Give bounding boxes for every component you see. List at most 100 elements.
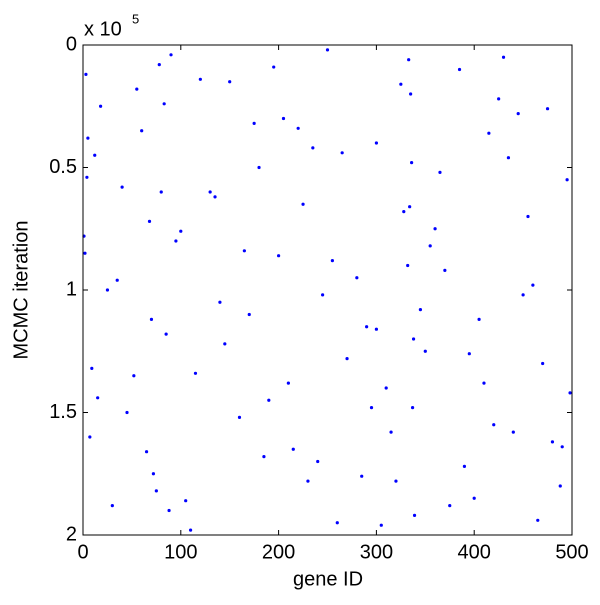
point [568, 391, 572, 395]
point [125, 410, 129, 415]
point [448, 504, 452, 508]
point [213, 195, 217, 199]
point [147, 219, 152, 223]
point [410, 406, 415, 410]
point [296, 126, 300, 130]
y-tick-label: 1 [66, 278, 77, 300]
point [311, 146, 315, 150]
point [193, 371, 198, 375]
x-tick-label: 100 [164, 541, 197, 563]
point [482, 381, 486, 385]
point [132, 374, 136, 378]
point [406, 263, 410, 268]
x-tick-label: 300 [360, 541, 393, 563]
point [340, 151, 344, 155]
point [144, 450, 149, 454]
point [487, 131, 491, 135]
point [399, 82, 403, 86]
point [84, 72, 88, 76]
point [472, 496, 476, 500]
point [86, 136, 90, 140]
point [262, 455, 266, 459]
point [402, 210, 406, 214]
point [531, 283, 535, 287]
point [433, 227, 437, 231]
point [162, 102, 166, 106]
y-tick-label: 0 [66, 33, 77, 55]
point [159, 190, 163, 194]
point [169, 53, 173, 57]
point [257, 165, 261, 170]
point [267, 398, 271, 402]
x-tick-label: 500 [555, 541, 588, 563]
x-tick-label: 0 [77, 541, 88, 563]
x-tick-label: 200 [262, 541, 295, 563]
point [188, 528, 193, 532]
point [85, 175, 89, 179]
y-tick-label: 1.5 [49, 401, 77, 423]
point [99, 104, 103, 108]
point [281, 116, 286, 121]
point [394, 479, 398, 483]
point [411, 337, 416, 341]
point [330, 259, 334, 263]
point [325, 48, 330, 52]
point [457, 67, 462, 72]
point [526, 214, 530, 219]
point [140, 129, 144, 133]
x-tick-label: 400 [458, 541, 491, 563]
point [511, 430, 515, 434]
point [384, 386, 388, 390]
point [237, 415, 242, 419]
point [247, 312, 251, 317]
point [497, 97, 501, 101]
point [477, 317, 481, 321]
y-tick-label: 2 [66, 523, 77, 545]
point [389, 430, 393, 434]
y-tick-label: 0.5 [49, 156, 77, 178]
point [355, 276, 359, 280]
point [154, 489, 158, 493]
point [105, 288, 110, 292]
point [565, 178, 569, 182]
point [272, 65, 276, 69]
point [83, 251, 87, 255]
point [379, 523, 383, 527]
point [516, 112, 520, 116]
point [407, 58, 411, 62]
point [501, 55, 506, 59]
point [374, 327, 378, 331]
point [423, 349, 427, 353]
point [277, 254, 281, 258]
point [115, 278, 119, 282]
point [412, 513, 417, 518]
point [365, 325, 369, 329]
point [521, 293, 525, 297]
point [96, 396, 100, 400]
point [462, 464, 467, 468]
point [369, 406, 374, 410]
point [218, 300, 222, 304]
point [184, 499, 188, 503]
point [286, 381, 290, 385]
point [179, 229, 183, 233]
point [467, 352, 471, 356]
point [208, 190, 212, 194]
point [149, 317, 154, 321]
point [550, 440, 555, 444]
point [410, 161, 414, 165]
y-axis-label: MCMC iteration [10, 221, 32, 360]
point [409, 92, 413, 96]
point [428, 244, 432, 248]
point [560, 445, 564, 449]
point [167, 508, 171, 513]
point [558, 484, 562, 488]
point [110, 504, 114, 508]
point [374, 141, 378, 145]
point [252, 121, 256, 125]
y-multiplier: x 10 [84, 18, 122, 40]
point [135, 87, 139, 91]
point [157, 63, 161, 67]
